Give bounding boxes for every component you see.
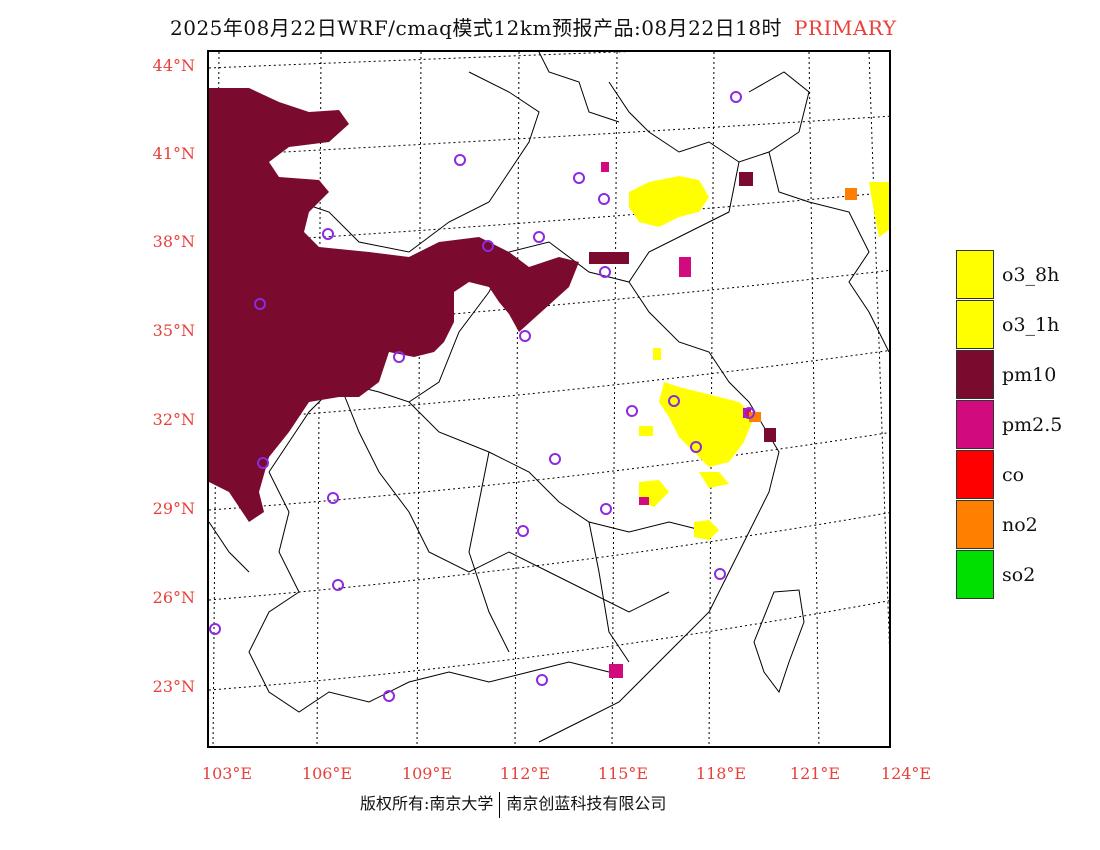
lon-label-115: 115°E xyxy=(597,764,649,783)
legend-swatch xyxy=(956,450,994,499)
legend-swatch xyxy=(956,500,994,549)
lon-label-118: 118°E xyxy=(695,764,747,783)
legend-swatch xyxy=(956,550,994,599)
no2-spots xyxy=(749,188,857,422)
lat-label-35: 35°N xyxy=(152,321,195,340)
pm10-regions xyxy=(209,88,776,522)
station-markers xyxy=(209,91,755,702)
lon-label-106: 106°E xyxy=(301,764,353,783)
lat-label-44: 44°N xyxy=(152,56,195,75)
legend-label: o3_8h xyxy=(1002,264,1060,286)
boundary-lines xyxy=(209,52,889,743)
legend-swatch xyxy=(956,250,994,299)
lat-label-26: 26°N xyxy=(152,588,195,607)
title-main: 2025年08月22日WRF/cmaq模式12km预报产品:08月22日18时 xyxy=(170,16,783,40)
legend-swatch xyxy=(956,350,994,399)
lat-label-38: 38°N xyxy=(152,232,195,251)
copyright-separator xyxy=(499,791,501,818)
lat-label-23: 23°N xyxy=(152,677,195,696)
legend-label: pm2.5 xyxy=(1002,414,1063,436)
legend-swatch xyxy=(956,400,994,449)
legend-label: no2 xyxy=(1002,514,1038,536)
lon-label-109: 109°E xyxy=(401,764,453,783)
legend-label: co xyxy=(1002,464,1025,486)
map-canvas xyxy=(209,52,889,746)
forecast-map[interactable] xyxy=(207,50,891,748)
lon-label-112: 112°E xyxy=(499,764,551,783)
lat-label-29: 29°N xyxy=(152,499,195,518)
lon-label-103: 103°E xyxy=(201,764,253,783)
copyright-right: 南京创蓝科技有限公司 xyxy=(506,794,667,813)
map-title: 2025年08月22日WRF/cmaq模式12km预报产品:08月22日18时 P… xyxy=(170,12,897,41)
pm25-spots xyxy=(601,162,751,678)
lat-label-41: 41°N xyxy=(152,144,195,163)
lat-label-32: 32°N xyxy=(152,410,195,429)
legend-label: o3_1h xyxy=(1002,314,1060,336)
legend-swatch xyxy=(956,300,994,349)
lon-label-124: 124°E xyxy=(880,764,932,783)
copyright-left: 版权所有:南京大学 xyxy=(360,794,494,813)
o3-regions xyxy=(629,176,889,540)
copyright-footer: 版权所有:南京大学 南京创蓝科技有限公司 xyxy=(360,790,666,818)
legend-label: pm10 xyxy=(1002,364,1057,386)
lon-label-121: 121°E xyxy=(789,764,841,783)
title-primary-tag: PRIMARY xyxy=(794,16,897,40)
legend-label: so2 xyxy=(1002,564,1036,586)
